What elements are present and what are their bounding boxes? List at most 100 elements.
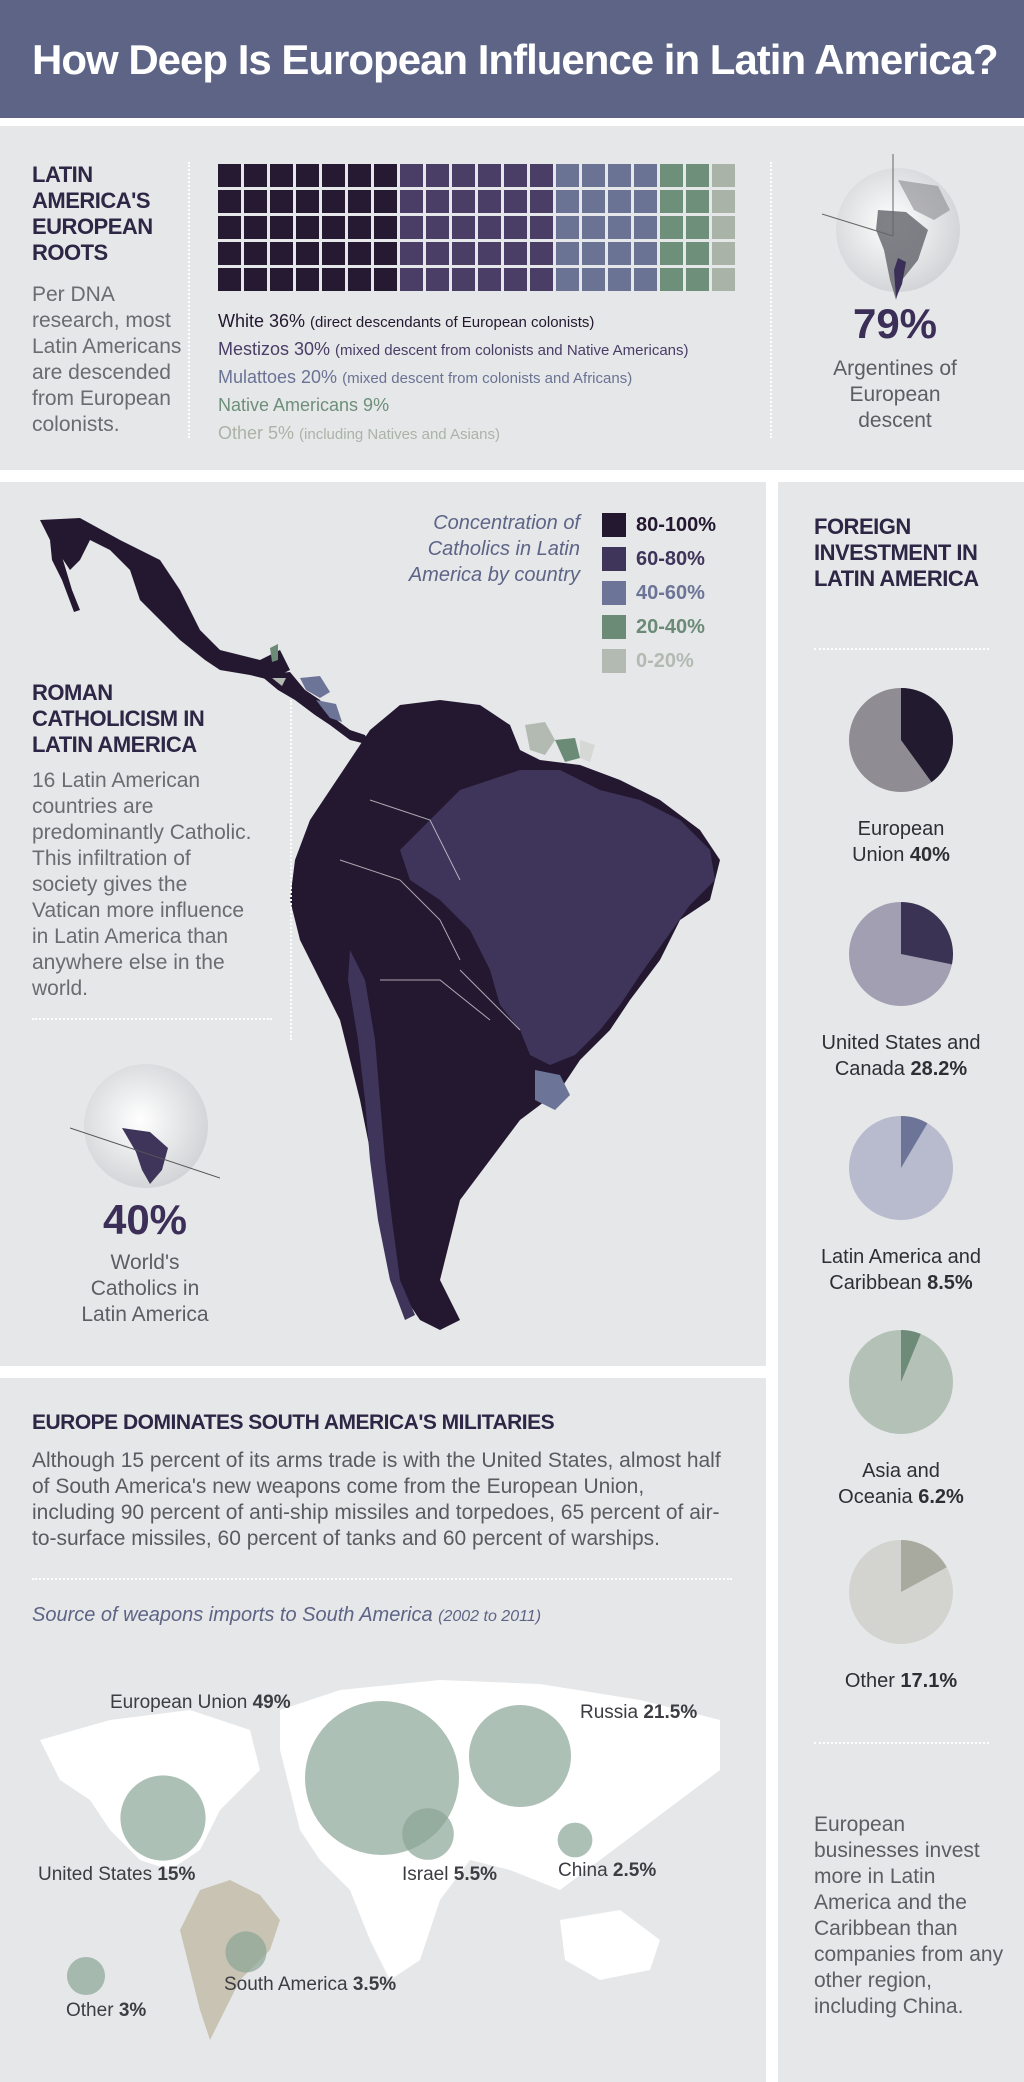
divider: [32, 1578, 732, 1580]
waffle-cell: [322, 164, 345, 187]
waffle-cell: [504, 190, 527, 213]
catholic-map-title: Concentration of Catholics in Latin Amer…: [408, 512, 580, 586]
pie-label-value: 28.2%: [910, 1058, 968, 1080]
bubble-label-value: 2.5%: [612, 1860, 657, 1881]
weapons-bubble: [557, 1822, 593, 1858]
bubble-label: Russia 21.5%: [580, 1702, 697, 1724]
legend-label: Mulattoes 20%: [218, 367, 343, 387]
waffle-cell: [660, 164, 683, 187]
legend-label: Other 5%: [218, 423, 300, 443]
divider: [770, 162, 772, 438]
waffle-cell: [270, 268, 293, 291]
waffle-cell: [374, 190, 397, 213]
waffle-cell: [608, 164, 631, 187]
waffle-cell: [556, 216, 579, 239]
legend-entry: Native Americans 9%: [218, 392, 689, 420]
investment-pie: [849, 1540, 953, 1644]
legend-note: (mixed descent from colonists and Africa…: [342, 370, 633, 387]
pie-label-value: 40%: [909, 844, 950, 866]
globe-argentina-icon: [821, 154, 960, 300]
waffle-cell: [712, 190, 735, 213]
weapons-bubble: [120, 1775, 206, 1861]
waffle-cell: [244, 242, 267, 265]
waffle-cell: [348, 242, 371, 265]
pie-label-line: Canada 28.2%: [801, 1056, 1001, 1082]
bubble-label-name: Russia: [580, 1702, 644, 1723]
waffle-cell: [530, 268, 553, 291]
pie-label-value: 6.2%: [918, 1486, 964, 1508]
waffle-cell: [712, 242, 735, 265]
waffle-cell: [426, 190, 449, 213]
pie-label-name: Other: [844, 1670, 901, 1692]
waffle-cell: [582, 164, 605, 187]
bubble-label-value: 5.5%: [453, 1864, 498, 1885]
catholic-legend-entry: 80-100%: [602, 512, 716, 538]
waffle-cell: [608, 216, 631, 239]
pie-label: United States and Canada 28.2%: [801, 1030, 1001, 1082]
weapons-bubble: [402, 1808, 454, 1860]
divider: [188, 162, 190, 438]
legend-note: (including Natives and Asians): [299, 426, 500, 443]
pie-label-line: Oceania 6.2%: [801, 1484, 1001, 1510]
legend-label: Native Americans 9%: [218, 395, 390, 415]
bubble-label: Other 3%: [66, 2000, 146, 2022]
bubble-label-name: Israel: [402, 1864, 454, 1885]
waffle-cell: [478, 268, 501, 291]
bubble-label-name: European Union: [110, 1692, 253, 1713]
waffle-cell: [218, 268, 241, 291]
waffle-cell: [504, 242, 527, 265]
divider: [290, 700, 292, 1040]
waffle-cell: [608, 268, 631, 291]
pie-label-name: Caribbean: [829, 1272, 928, 1294]
legend-entry: Mestizos 30% (mixed descent from colonis…: [218, 336, 689, 364]
waffle-cell: [686, 216, 709, 239]
waffle-cell: [634, 216, 657, 239]
weapons-subtitle-text: Source of weapons imports to South Ameri…: [32, 1604, 433, 1626]
weapons-bubble-map: [40, 1680, 720, 2040]
weapons-bubble: [225, 1931, 267, 1973]
waffle-cell: [478, 216, 501, 239]
pie-label-line: Caribbean 8.5%: [801, 1270, 1001, 1296]
divider: [32, 1018, 272, 1020]
pie-label: Latin America and Caribbean 8.5%: [801, 1244, 1001, 1296]
waffle-cell: [218, 190, 241, 213]
waffle-cell: [452, 190, 475, 213]
legend-label: White 36%: [218, 311, 311, 331]
waffle-cell: [374, 268, 397, 291]
waffle-cell: [712, 216, 735, 239]
waffle-cell: [530, 164, 553, 187]
waffle-cell: [218, 164, 241, 187]
waffle-cell: [348, 216, 371, 239]
pie-label-line: Latin America and: [820, 1246, 982, 1268]
legend-note: (mixed descent from colonists and Native…: [335, 342, 689, 359]
military-heading: EUROPE DOMINATES SOUTH AMERICA'S MILITAR…: [32, 1411, 555, 1434]
waffle-cell: [348, 268, 371, 291]
waffle-cell: [634, 190, 657, 213]
waffle-cell: [296, 268, 319, 291]
catholic-legend-entry: 0-20%: [602, 648, 694, 674]
waffle-cell: [400, 268, 423, 291]
pie-slice: [901, 1540, 947, 1592]
bubble-label-value: 21.5%: [643, 1702, 698, 1723]
legend-entry: White 36% (direct descendants of Europea…: [218, 308, 689, 336]
pie-label-value: 17.1%: [900, 1670, 958, 1692]
ancestry-legend: White 36% (direct descendants of Europea…: [218, 308, 689, 448]
waffle-cell: [556, 190, 579, 213]
bubble-label: China 2.5%: [558, 1860, 656, 1882]
divider: [814, 648, 989, 650]
legend-label: Mestizos 30%: [218, 339, 336, 359]
waffle-cell: [582, 190, 605, 213]
legend-swatch: [602, 581, 626, 605]
catholic-stat-value: 40%: [102, 1196, 188, 1243]
waffle-cell: [348, 164, 371, 187]
waffle-cell: [348, 190, 371, 213]
pie-label-name: Union: [852, 844, 910, 866]
catholic-legend-entry: 40-60%: [602, 580, 705, 606]
legend-note: (direct descendants of European colonist…: [310, 314, 595, 331]
investment-pie: [849, 1116, 953, 1220]
waffle-cell: [608, 190, 631, 213]
waffle-cell: [504, 164, 527, 187]
waffle-cell: [270, 190, 293, 213]
legend-label: 20-40%: [636, 615, 705, 638]
pie-label-value: 8.5%: [927, 1272, 973, 1294]
